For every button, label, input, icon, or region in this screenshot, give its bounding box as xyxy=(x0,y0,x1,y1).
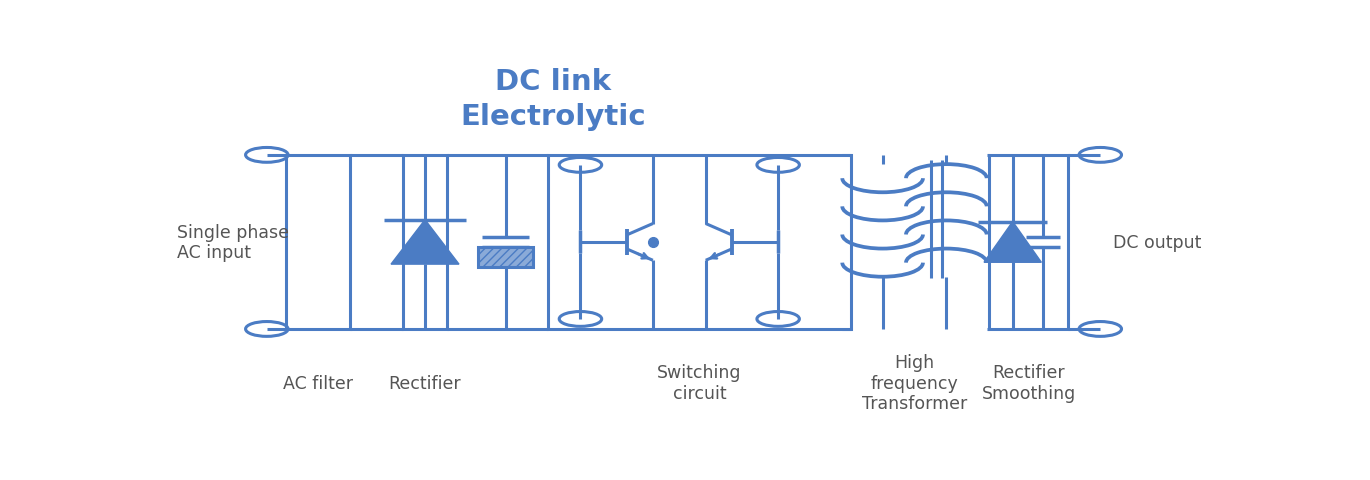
Text: DC output: DC output xyxy=(1112,233,1201,252)
Bar xyxy=(548,156,851,329)
Bar xyxy=(989,156,1069,329)
Bar xyxy=(286,156,349,329)
Text: Electrolytic: Electrolytic xyxy=(460,103,647,131)
Polygon shape xyxy=(984,222,1041,263)
Polygon shape xyxy=(390,220,459,264)
Text: High
frequency
Transformer: High frequency Transformer xyxy=(862,353,967,413)
Text: AC filter: AC filter xyxy=(282,374,352,392)
Text: DC link: DC link xyxy=(496,68,611,96)
Bar xyxy=(478,248,533,268)
Text: Single phase
AC input: Single phase AC input xyxy=(177,223,289,262)
Text: Rectifier
Smoothing: Rectifier Smoothing xyxy=(981,363,1075,402)
Text: Switching
circuit: Switching circuit xyxy=(658,363,741,402)
Bar xyxy=(403,156,447,329)
Text: Rectifier: Rectifier xyxy=(389,374,462,392)
